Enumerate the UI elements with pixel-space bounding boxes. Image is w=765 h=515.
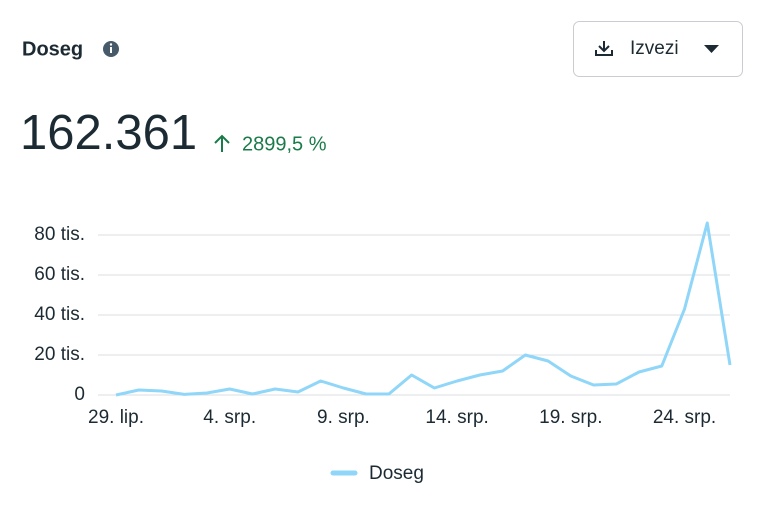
- x-tick-label: 9. srp.: [317, 407, 370, 428]
- x-tick-label: 19. srp.: [539, 407, 602, 428]
- legend-label: Doseg: [369, 463, 424, 484]
- change: 2899,5 %: [242, 133, 327, 155]
- y-tick-label: 0: [74, 384, 85, 405]
- line: [115, 221, 732, 397]
- y-tick-label: 40 tis.: [34, 304, 85, 325]
- chart: 0 20 tis. 40 tis. 60 tis. 80 tis. 29. lip. 4. …: [34, 221, 732, 484]
- export-button[interactable]: Izvezi: [573, 21, 743, 77]
- x-tick-label: 14. srp.: [425, 407, 488, 428]
- y-tick-label: 20 tis.: [34, 344, 85, 365]
- export-label[interactable]: Izvezi: [630, 38, 679, 59]
- total: 162.361: [20, 106, 197, 160]
- info-icon: [103, 41, 119, 57]
- x-tick-label: 24. srp.: [653, 407, 716, 428]
- y-tick-label: 60 tis.: [34, 264, 85, 285]
- x-tick-label: 29. lip.: [88, 407, 144, 428]
- x-tick-label: 4. srp.: [203, 407, 256, 428]
- title: Doseg: [22, 38, 83, 60]
- y-tick-label: 80 tis.: [34, 224, 85, 245]
